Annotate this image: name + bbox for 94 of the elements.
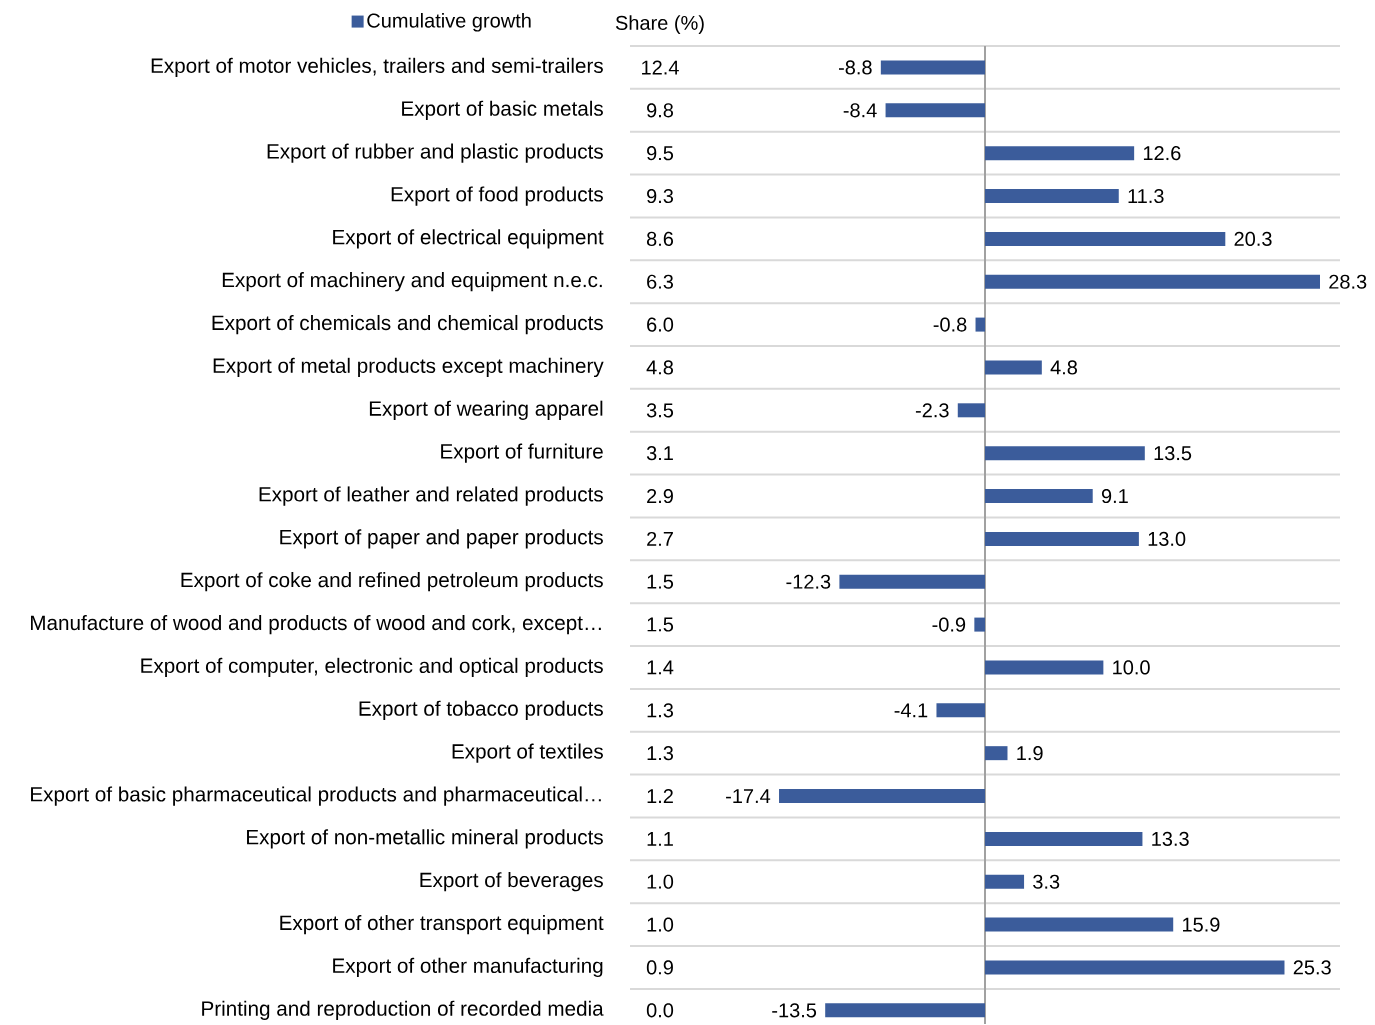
data-label: 15.9: [1183, 917, 1220, 932]
y-tick-label: Export of non-metallic mineral products: [247, 829, 603, 849]
data-label: 11.3: [1128, 188, 1164, 204]
data-label: -13.5: [772, 1003, 817, 1018]
data-label: 3.3: [1033, 874, 1060, 889]
text: 9.5: [647, 146, 674, 161]
bar: [985, 660, 1104, 675]
bar: [985, 531, 1139, 546]
data-label: 25.3: [1293, 960, 1331, 975]
data-label: 13.0: [1148, 531, 1186, 546]
y-tick-label: Export of furniture: [441, 443, 603, 463]
data-label: -2.3: [915, 403, 949, 418]
data-label: 10.0: [1113, 660, 1150, 675]
text: 2.9: [647, 488, 673, 504]
text: 1.3: [647, 746, 674, 761]
y-tick-label: Export of motor vehicles, trailers and semi-trailers: [151, 57, 603, 78]
y-tick-label: Export of wearing apparel: [369, 400, 603, 420]
data-label: 20.3: [1234, 231, 1272, 246]
bar: [985, 146, 1135, 161]
data-label: -0.8: [933, 317, 967, 332]
bar: [985, 917, 1174, 932]
data-label: -0.9: [932, 617, 966, 632]
text: 3.1: [646, 446, 673, 461]
bar: [985, 960, 1285, 975]
data-label: -8.4: [843, 103, 877, 118]
text: 2.7: [647, 531, 673, 546]
text: 9.8: [647, 103, 674, 118]
y-tick-label: Export of basic metals: [402, 100, 603, 120]
bar: [985, 874, 1025, 889]
data-label: -17.4: [726, 789, 771, 803]
bar: [985, 489, 1093, 504]
text: 1.1: [647, 832, 673, 846]
data-label: -4.1: [894, 703, 928, 718]
data-label: 1.9: [1017, 746, 1043, 761]
text: 4.8: [646, 360, 674, 375]
bar: [825, 1003, 985, 1018]
y-tick-label: Export of paper and paper products: [280, 529, 603, 549]
y-tick-label: Export of tobacco products: [359, 700, 603, 720]
y-tick-label: Export of food products: [391, 186, 603, 206]
text: 1.5: [647, 617, 674, 632]
bar: [975, 317, 985, 332]
bar: [957, 403, 985, 418]
y-tick-label: Export of textiles: [452, 743, 603, 763]
text: 6.0: [647, 317, 674, 332]
y-tick-label: Export of rubber and plastic products: [267, 143, 603, 163]
y-tick-label: Export of chemicals and chemical products: [212, 314, 603, 335]
y-tick-label: Manufacture of wood and products of wood and cork, except…: [31, 614, 601, 635]
data-label: 12.6: [1143, 146, 1181, 161]
text: 1.4: [647, 660, 674, 675]
text: 9.3: [647, 188, 674, 204]
y-tick-label: Export of other transport equipment: [280, 914, 604, 935]
bar: [985, 446, 1145, 461]
y-tick-label: Export of electrical equipment: [333, 229, 604, 249]
data-label: 28.3: [1329, 274, 1367, 289]
bar: [985, 831, 1143, 846]
data-label: 4.8: [1050, 360, 1078, 375]
bar: [985, 189, 1119, 204]
text: 8.6: [646, 231, 674, 246]
data-label: 13.3: [1152, 831, 1189, 846]
legend-label: Cumulative growth: [367, 12, 531, 32]
bar: [839, 574, 985, 589]
text: 6.3: [647, 274, 674, 289]
text: 1.5: [647, 574, 674, 589]
bar: [985, 274, 1320, 289]
y-tick-label: Printing and reproduction of recorded media: [202, 1000, 604, 1020]
text: 1.2: [647, 789, 673, 803]
bar: [779, 789, 985, 804]
text: 1.0: [647, 917, 674, 932]
bar: [985, 231, 1226, 246]
y-tick-label: Export of metal products except machinery: [213, 357, 604, 378]
bar: [974, 617, 985, 632]
text: Share (%): [615, 15, 704, 34]
y-tick-label: Export of basic pharmaceutical products and pharmaceutical…: [31, 786, 601, 806]
bar: [885, 103, 985, 118]
bar: [880, 60, 985, 75]
data-label: -8.8: [838, 60, 872, 75]
y-tick-label: Export of leather and related products: [259, 486, 603, 506]
bar: [936, 703, 985, 718]
text: 12.4: [642, 60, 679, 75]
bar: [985, 746, 1008, 761]
data-label: 13.5: [1154, 446, 1192, 461]
bar: [985, 360, 1042, 375]
data-label: -12.3: [786, 574, 831, 589]
text: 3.5: [646, 403, 674, 418]
data-label: 9.1: [1101, 488, 1128, 504]
text: 0.0: [646, 1003, 674, 1018]
y-tick-label: Export of coke and refined petroleum products: [181, 572, 603, 592]
y-tick-label: Export of computer, electronic and optical products: [141, 657, 603, 678]
y-tick-label: Export of other manufacturing: [333, 957, 603, 978]
y-tick-label: Export of machinery and equipment n.e.c.: [222, 272, 602, 292]
y-tick-label: Export of beverages: [420, 872, 603, 892]
text: 1.3: [647, 703, 674, 718]
text: 0.9: [646, 960, 673, 975]
text: 1.0: [647, 874, 674, 889]
